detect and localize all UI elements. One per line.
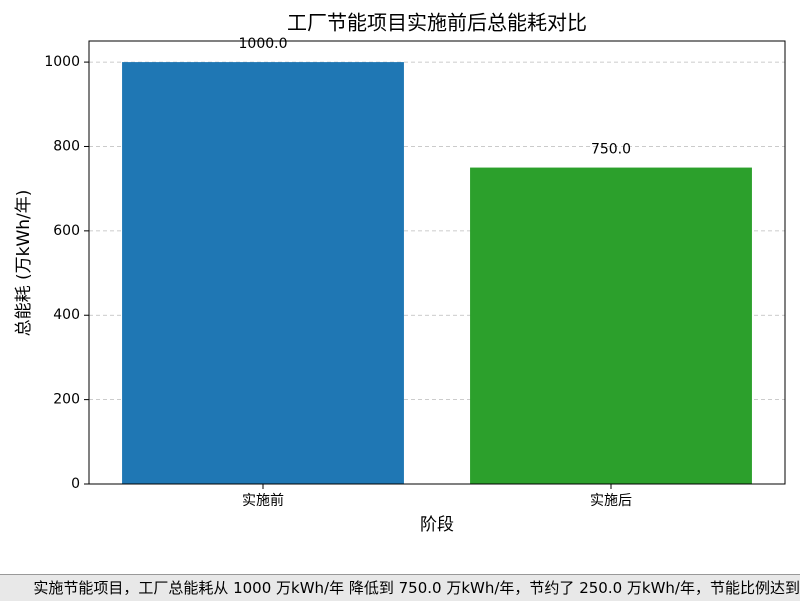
y-tick-label: 800: [53, 138, 80, 154]
y-tick-label: 200: [53, 392, 80, 408]
chart: 工厂节能项目实施前后总能耗对比 阶段 总能耗 (万kWh/年) 0 200 400 6…: [14, 11, 786, 535]
bar: [470, 167, 752, 485]
x-tick-label: 实施后: [590, 493, 632, 509]
value-label: 1000.0: [239, 36, 288, 52]
plot-frame: [88, 40, 786, 485]
y-tick-label: 1000: [44, 54, 80, 70]
footer-bar: 实施节能项目，工厂总能耗从 1000 万kWh/年 降低到 750.0 万kWh…: [0, 574, 800, 601]
y-axis-label: 总能耗 (万kWh/年): [14, 190, 34, 337]
x-axis-label: 阶段: [420, 515, 454, 535]
y-tick-label: 400: [53, 307, 80, 323]
y-tick-label: 600: [53, 223, 80, 239]
footer-text: 实施节能项目，工厂总能耗从 1000 万kWh/年 降低到 750.0 万kWh…: [33, 579, 800, 597]
y-tick-label: 0: [71, 476, 80, 492]
chart-title: 工厂节能项目实施前后总能耗对比: [287, 11, 587, 35]
x-tick-label: 实施前: [242, 492, 284, 509]
value-label: 750.0: [591, 142, 631, 158]
bar: [122, 62, 404, 484]
